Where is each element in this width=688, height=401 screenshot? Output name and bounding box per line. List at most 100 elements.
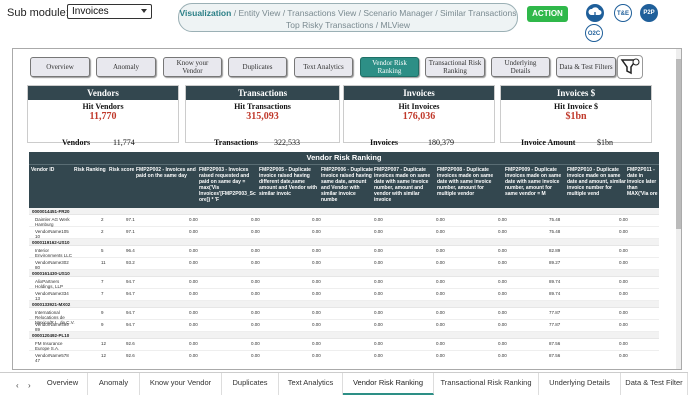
- cell-value: 75.48: [549, 229, 561, 234]
- tab-data-test-filters[interactable]: Data & Test Filters: [556, 57, 616, 77]
- vendor-group-row[interactable]: 0000120492-PL10: [29, 332, 659, 339]
- column-header[interactable]: FMP2P008 - Duplicate invoices made on sa…: [437, 167, 494, 197]
- kpi-hit-label: Hit Invoice $: [554, 102, 598, 111]
- column-header[interactable]: FMP2P003 - Invoices raised requested and…: [199, 167, 256, 203]
- kpi-hit-label: Hit Transactions: [234, 102, 291, 111]
- tab-underlying-details[interactable]: Underlying Details: [491, 57, 550, 77]
- vendor-group-row[interactable]: 0000133921-MX02: [29, 301, 659, 308]
- kpi-title: Invoices: [344, 86, 494, 100]
- page-tab-duplicates[interactable]: Duplicates: [222, 373, 279, 395]
- tab-overview[interactable]: Overview: [30, 57, 90, 77]
- action-button[interactable]: ACTION: [527, 6, 568, 22]
- scrollbar-thumb[interactable]: [676, 59, 681, 229]
- table-row[interactable]: VendorName334 13 7 94.7 0.00 0.00 0.00 0.00 0.0…: [29, 289, 659, 301]
- table-row[interactable]: VendorName578 47 12 92.6 0.00 0.00 0.00 0.00 0.…: [29, 351, 659, 362]
- table-row[interactable]: Interior Environments LLC 5 96.4 0.00 0.00 0.…: [29, 246, 659, 258]
- risk-score: 94.7: [126, 279, 135, 284]
- page-tab-know-your-vendor[interactable]: Know your Vendor: [140, 373, 222, 395]
- page-tabs-bar: ‹ › Overview Anomaly Know your Vendor Du…: [0, 372, 688, 401]
- risk-score: 92.6: [126, 353, 135, 358]
- cell-value: 0.00: [189, 260, 198, 265]
- cell-value: 0.00: [619, 217, 628, 222]
- cell-value: 0.00: [498, 341, 507, 346]
- page-tab-data-test-filter[interactable]: Data & Test Filter: [621, 373, 688, 395]
- column-header[interactable]: FMP2P006 - Duplicate invoice raised havi…: [321, 167, 373, 203]
- risk-score: 96.4: [126, 248, 135, 253]
- kpi-hit-value: 11,770: [89, 111, 117, 122]
- vendor-name: AlixPartners Holdings, LLP: [35, 279, 64, 289]
- nav-visualization[interactable]: Visualization: [179, 8, 232, 18]
- kpi-total-label: Invoices: [370, 138, 398, 147]
- cell-value: 0.00: [374, 341, 383, 346]
- top-bar: Sub module:* Invoices Visualization / En…: [0, 0, 688, 44]
- page-tab-underlying-details[interactable]: Underlying Details: [539, 373, 621, 395]
- cell-value: 0.00: [619, 229, 628, 234]
- cell-value: 0.00: [189, 279, 198, 284]
- nav-transactions-view[interactable]: Transactions View: [287, 8, 357, 18]
- column-header[interactable]: FMP2P007 - Duplicate invoices made on sa…: [374, 167, 431, 203]
- risk-score: 94.7: [126, 322, 135, 327]
- kpi-total-value: 180,379: [428, 138, 454, 147]
- risk-rank: 9: [101, 322, 104, 327]
- cell-value: 77.87: [549, 322, 561, 327]
- tab-text-analytics[interactable]: Text Analytics: [294, 57, 353, 77]
- column-header[interactable]: Vendor ID: [31, 167, 55, 173]
- kpi-hit-value: 315,093: [246, 111, 279, 122]
- kpi-total-label: Transactions: [214, 138, 258, 147]
- cell-value: 0.00: [436, 229, 445, 234]
- table-title: Vendor Risk Ranking: [29, 152, 659, 164]
- tab-duplicates[interactable]: Duplicates: [228, 57, 287, 77]
- column-header[interactable]: FMP2P005 - Duplicate invoice raised havi…: [259, 167, 318, 197]
- cell-value: 89.74: [549, 279, 561, 284]
- tab-vendor-risk-ranking[interactable]: Vendor Risk Ranking: [360, 57, 419, 77]
- column-header[interactable]: Risk Ranking: [74, 167, 106, 173]
- table-row[interactable]: FM Insurance Europe S.A. 12 92.6 0.00 0.00 0.…: [29, 339, 659, 351]
- submodule-select[interactable]: Invoices: [67, 4, 152, 19]
- table-row[interactable]: VendorName302 80 11 93.2 0.00 0.00 0.00 0.00 0.…: [29, 258, 659, 270]
- vendor-group-row[interactable]: 0000014451-FR20: [29, 208, 659, 215]
- kpi-invoice-amount-card: Invoices $ Hit Invoice $ $1bn Invoice Am…: [500, 85, 652, 147]
- download-cloud-button[interactable]: [586, 4, 604, 22]
- chevron-right-icon[interactable]: ›: [28, 381, 31, 390]
- tab-know-your-vendor[interactable]: Know your Vendor: [163, 57, 222, 77]
- column-header[interactable]: FMP2P009 - Duplicate invoices made on sa…: [505, 167, 562, 197]
- vendor-group-row[interactable]: 0000161430-US10: [29, 270, 659, 277]
- te-module-button[interactable]: T&E: [614, 4, 632, 22]
- p2p-module-button[interactable]: P2P: [640, 4, 658, 22]
- filter-button[interactable]: [617, 55, 643, 79]
- o2c-module-button[interactable]: O2C: [585, 24, 603, 42]
- tab-transactional-risk-ranking[interactable]: Transactional Risk Ranking: [425, 57, 485, 77]
- column-header[interactable]: Risk score: [109, 167, 135, 173]
- nav-mlview[interactable]: MLView: [380, 20, 410, 30]
- table-row[interactable]: International Relocations de Mexico/R.L.…: [29, 308, 659, 325]
- nav-entity-view[interactable]: Entity View: [238, 8, 281, 18]
- cell-value: 0.00: [189, 217, 198, 222]
- page-tab-overview[interactable]: Overview: [38, 373, 88, 395]
- cell-value: 0.00: [312, 291, 321, 296]
- page-tab-transactional-risk-ranking[interactable]: Transactional Risk Ranking: [434, 373, 539, 395]
- page-tab-text-analytics[interactable]: Text Analytics: [279, 373, 343, 395]
- vendor-group-row[interactable]: 0000119162-US10: [29, 239, 659, 246]
- cell-value: 0.00: [374, 291, 383, 296]
- column-header[interactable]: FMP2P002 - Invoices and paid on the same…: [136, 167, 196, 179]
- column-header[interactable]: FMP2P010 - Duplicate invoice made on sam…: [567, 167, 626, 197]
- table-row[interactable]: VendorName499 89 9 94.7 0.00 0.00 0.00 0.00 0.0…: [29, 320, 659, 332]
- table-row[interactable]: Daimler AG Werk Hamburg 2 97.1 0.00 0.00 0.00…: [29, 215, 659, 227]
- column-header[interactable]: FMP2P011 - date in invoice later than MA…: [627, 167, 658, 197]
- table-row[interactable]: AlixPartners Holdings, LLP 7 94.7 0.00 0.00 0…: [29, 277, 659, 289]
- page-tab-vendor-risk-ranking[interactable]: Vendor Risk Ranking: [343, 373, 434, 395]
- table-row[interactable]: VendorName105 10 2 97.1 0.00 0.00 0.00 0.00 0.0…: [29, 227, 659, 239]
- download-cloud-icon: [588, 7, 602, 19]
- cell-value: 0.00: [374, 248, 383, 253]
- nav-top-risky-transactions[interactable]: Top Risky Transactions: [286, 20, 374, 30]
- table-body: 0000014451-FR20 Daimler AG Werk Hamburg 2 9…: [29, 208, 659, 362]
- cell-value: 0.00: [312, 353, 321, 358]
- kpi-total-label: Invoice Amount: [521, 138, 576, 147]
- cell-value: 0.00: [312, 279, 321, 284]
- page-tab-anomaly[interactable]: Anomaly: [88, 373, 140, 395]
- chevron-left-icon[interactable]: ‹: [16, 381, 19, 390]
- nav-scenario-manager[interactable]: Scenario Manager: [363, 8, 433, 18]
- nav-similar-transactions[interactable]: Similar Transactions: [439, 8, 517, 18]
- vertical-scrollbar[interactable]: [676, 49, 681, 369]
- tab-anomaly[interactable]: Anomaly: [96, 57, 156, 77]
